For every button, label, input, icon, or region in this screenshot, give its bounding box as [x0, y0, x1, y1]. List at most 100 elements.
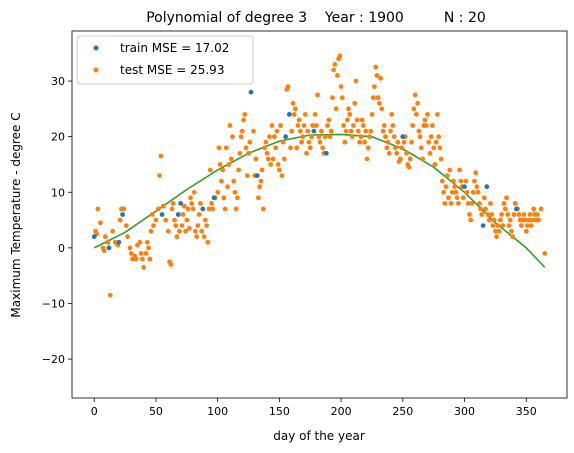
- train-point: [248, 89, 254, 95]
- test-point: [265, 156, 271, 162]
- test-point: [217, 162, 223, 167]
- y-tick-label: 0: [58, 242, 65, 255]
- test-point: [437, 145, 443, 151]
- test-point: [478, 206, 483, 212]
- test-point: [472, 178, 477, 184]
- train-points-layer: [91, 89, 519, 251]
- test-point: [216, 145, 222, 151]
- test-point: [328, 128, 334, 134]
- test-point: [391, 134, 397, 140]
- test-point: [501, 201, 507, 206]
- test-point: [467, 212, 472, 217]
- test-point: [372, 84, 377, 89]
- test-point: [320, 145, 325, 151]
- test-point: [412, 92, 418, 98]
- test-point: [485, 212, 491, 217]
- test-point: [385, 139, 391, 145]
- legend-marker-train: [93, 45, 99, 51]
- test-point: [465, 201, 471, 206]
- test-point: [506, 223, 512, 229]
- train-point: [323, 150, 329, 156]
- test-point: [193, 228, 198, 234]
- test-point: [290, 100, 296, 106]
- test-point: [123, 223, 129, 229]
- test-point: [325, 123, 330, 128]
- test-point: [442, 201, 448, 206]
- test-point: [363, 128, 369, 134]
- train-point: [175, 212, 181, 217]
- test-point: [179, 223, 185, 229]
- test-point: [326, 117, 332, 123]
- test-point: [262, 145, 267, 151]
- test-point: [457, 167, 462, 173]
- test-point: [202, 217, 208, 223]
- test-point: [263, 139, 269, 145]
- x-tick-label: 0: [91, 405, 98, 418]
- test-point: [401, 139, 407, 145]
- test-point: [184, 217, 190, 223]
- test-point: [443, 184, 449, 190]
- test-point: [389, 112, 395, 117]
- test-point: [289, 128, 295, 134]
- test-point: [327, 134, 333, 140]
- test-point: [354, 117, 360, 123]
- test-point: [168, 262, 174, 267]
- train-point: [480, 223, 486, 229]
- test-point: [165, 228, 171, 234]
- test-point: [298, 128, 303, 134]
- test-point: [98, 220, 103, 226]
- test-point: [253, 156, 259, 162]
- test-point: [386, 150, 392, 156]
- x-tick-label: 100: [207, 405, 228, 418]
- test-point: [273, 145, 279, 151]
- test-point: [285, 84, 291, 89]
- test-point: [369, 112, 375, 117]
- test-point: [105, 239, 111, 245]
- test-point: [315, 92, 320, 98]
- test-point: [143, 251, 149, 256]
- test-point: [339, 95, 345, 101]
- test-point: [463, 178, 469, 184]
- test-point: [505, 212, 511, 217]
- test-point: [314, 123, 319, 128]
- test-point: [191, 189, 197, 195]
- test-point: [291, 112, 297, 117]
- test-point: [153, 217, 159, 223]
- test-point: [523, 228, 529, 234]
- test-point: [528, 223, 534, 229]
- train-point: [484, 184, 490, 190]
- test-point: [338, 84, 344, 89]
- y-tick-label: −20: [42, 353, 65, 366]
- test-point: [481, 195, 487, 201]
- test-point: [360, 123, 366, 128]
- test-point: [259, 167, 265, 173]
- test-point: [307, 145, 313, 151]
- test-point: [204, 223, 210, 229]
- test-point: [288, 145, 293, 151]
- test-point: [383, 134, 388, 140]
- x-axis: 0 50 100 150 200 250 300 350: [91, 398, 537, 418]
- test-point: [268, 162, 274, 167]
- test-point: [497, 217, 503, 223]
- x-axis-label: day of the year: [273, 429, 365, 443]
- test-point: [335, 73, 340, 78]
- train-point: [200, 206, 206, 212]
- test-point: [373, 64, 379, 70]
- test-point: [189, 201, 195, 206]
- test-point: [137, 239, 143, 245]
- test-point: [206, 206, 212, 212]
- test-point: [542, 251, 548, 256]
- test-point: [409, 139, 414, 145]
- test-point: [95, 206, 101, 212]
- test-point: [160, 203, 166, 209]
- test-point: [257, 184, 262, 190]
- train-point: [116, 239, 122, 245]
- test-point: [163, 217, 169, 223]
- test-point: [190, 206, 196, 212]
- test-point: [221, 195, 227, 201]
- plot-area: [71, 30, 568, 399]
- y-tick-label: 10: [51, 186, 65, 199]
- test-point: [477, 201, 482, 206]
- test-point: [370, 95, 376, 101]
- test-point: [333, 106, 339, 112]
